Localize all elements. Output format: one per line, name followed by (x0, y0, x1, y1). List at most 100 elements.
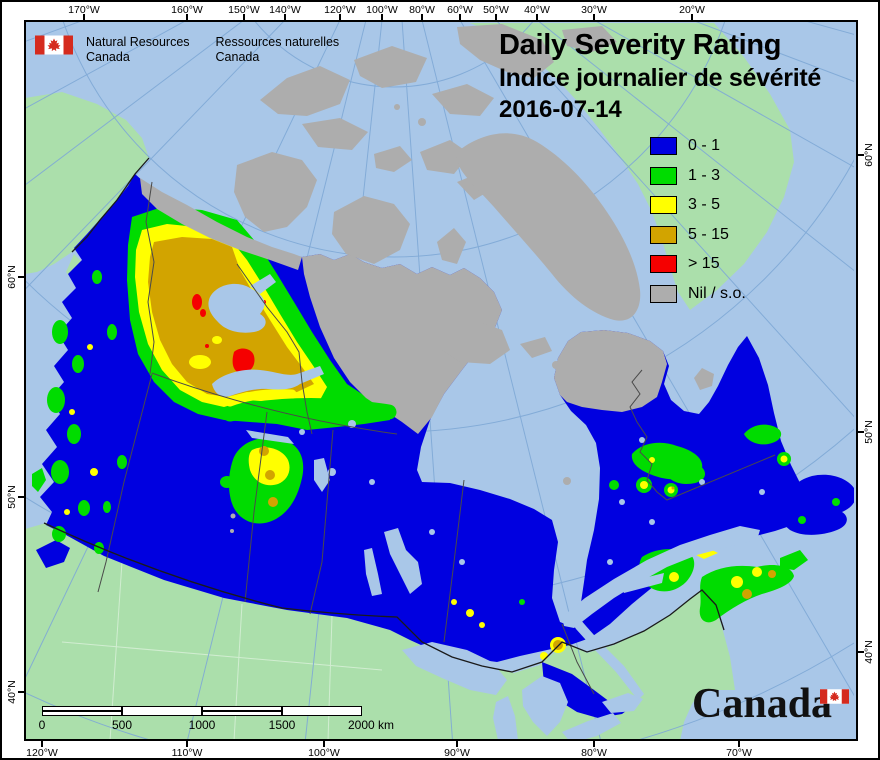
legend-swatch (650, 166, 677, 185)
graticule-label: 120°W (26, 747, 58, 759)
legend-label: Nil / s.o. (688, 284, 746, 302)
graticule-label: 50°W (483, 4, 509, 16)
lake-erie (562, 713, 621, 739)
graticule-tick (18, 691, 24, 693)
legend-item: Nil / s.o. (650, 284, 746, 303)
legend-item: 3 - 5 (650, 196, 720, 214)
legend-label: 3 - 5 (688, 196, 721, 213)
graticule-tick (536, 14, 538, 20)
graticule-tick (593, 741, 595, 747)
nrcan-fr-line2: Canada (215, 50, 260, 64)
legend-swatch (650, 196, 677, 214)
legend-label: 0 - 1 (688, 137, 721, 154)
bc-green-patches (47, 270, 127, 554)
legend-label: 1 - 3 (688, 166, 721, 184)
nrcan-en-line2: Canada (86, 50, 130, 64)
canada-flag-icon (35, 35, 73, 55)
graticule-tick (495, 14, 497, 20)
graticule-tick (186, 741, 188, 747)
southampton-island (442, 320, 510, 364)
international-borders (43, 157, 725, 673)
graticule-tick (691, 14, 693, 20)
graticule-label: 120°W (324, 4, 356, 16)
legend-swatch (650, 225, 677, 244)
map-canvas (26, 22, 854, 739)
legend-swatch (650, 284, 677, 303)
qc-nl-border (629, 369, 776, 501)
mb-on-border (443, 479, 465, 643)
ontario-spots (451, 599, 566, 660)
nrcan-en-line1: Natural Resources (86, 35, 190, 49)
graticule-tick (18, 496, 24, 498)
graticule-label: 110°W (171, 747, 203, 759)
scale-segment (202, 706, 282, 716)
graticule-label: 50°N (6, 485, 18, 509)
graticule-label: 60°W (447, 4, 473, 16)
nwt-nunavut-border (236, 263, 313, 435)
devon-island (432, 84, 494, 116)
graticule-tick (284, 14, 286, 20)
map-title-date: 2016-07-14 (499, 96, 622, 123)
baffin-island (456, 133, 641, 321)
victoria-island (332, 196, 410, 264)
graticule-label: 150°W (228, 4, 260, 16)
lake-athabasca (246, 430, 294, 444)
graticule-tick (323, 741, 325, 747)
scale-segment (282, 706, 362, 716)
sk-mb-border (309, 429, 334, 615)
canada-wordmark: Canada (692, 681, 833, 727)
graticule-tick (858, 154, 864, 156)
graticule-label: 40°N (863, 640, 875, 664)
nrcan-text-en: Natural Resources Canada (86, 35, 190, 65)
graticule-label: 100°W (366, 4, 398, 16)
st-lawrence (562, 526, 760, 628)
graticule-label: 140°W (269, 4, 301, 16)
great-bear-lake (208, 283, 266, 333)
alaska-border (71, 157, 150, 253)
graticule-label: 160°W (171, 4, 203, 16)
provincial-borders (97, 181, 776, 695)
on-qc-border (561, 623, 595, 695)
legend-item: 1 - 3 (650, 166, 721, 185)
graticule-label: 90°W (444, 747, 470, 759)
graticule-tick (738, 741, 740, 747)
scale-bar-label: 1000 (188, 718, 216, 732)
greenland (470, 23, 794, 310)
scale-segment (42, 706, 122, 716)
ab-sk-border (244, 411, 268, 603)
map-title-fr: Indice journalier de sévérité (499, 64, 821, 92)
legend-item: > 15 (650, 255, 720, 273)
graticule-label: 60°N (863, 143, 875, 167)
scale-bar-label: 1500 (268, 718, 296, 732)
nrcan-signature: Natural Resources Canada Ressources natu… (35, 35, 339, 65)
dsr-red-spots (192, 294, 266, 374)
alaska (26, 92, 149, 274)
graticule-label: 20°W (679, 4, 705, 16)
graticule-tick (858, 431, 864, 433)
scale-segment (122, 706, 202, 716)
map-title-block: Daily Severity Rating Indice journalier … (499, 28, 821, 125)
banks-island (234, 152, 317, 232)
lake-winnipeg (384, 528, 422, 594)
legend-swatch (650, 255, 677, 273)
graticule-tick (421, 14, 423, 20)
graticule-tick (83, 14, 85, 20)
graticule-label: 70°W (726, 747, 752, 759)
legend-item: 5 - 15 (650, 225, 729, 244)
legend-label: > 15 (688, 255, 720, 272)
wordmark-flag-icon (820, 689, 849, 704)
graticule-label: 100°W (308, 747, 340, 759)
lake-ontario (602, 693, 643, 713)
graticule-label: 80°W (581, 747, 607, 759)
graticule-tick (339, 14, 341, 20)
graticule-tick (18, 276, 24, 278)
graticule-tick (186, 14, 188, 20)
nrcan-text-fr: Ressources naturelles Canada (216, 35, 340, 65)
legend-label: 5 - 15 (688, 225, 729, 243)
chaleur-bay (620, 573, 664, 593)
bc-yellow-flecks (64, 344, 98, 515)
graticule-label: 60°N (6, 265, 18, 289)
graticule-tick (381, 14, 383, 20)
treeline-band (222, 397, 397, 422)
